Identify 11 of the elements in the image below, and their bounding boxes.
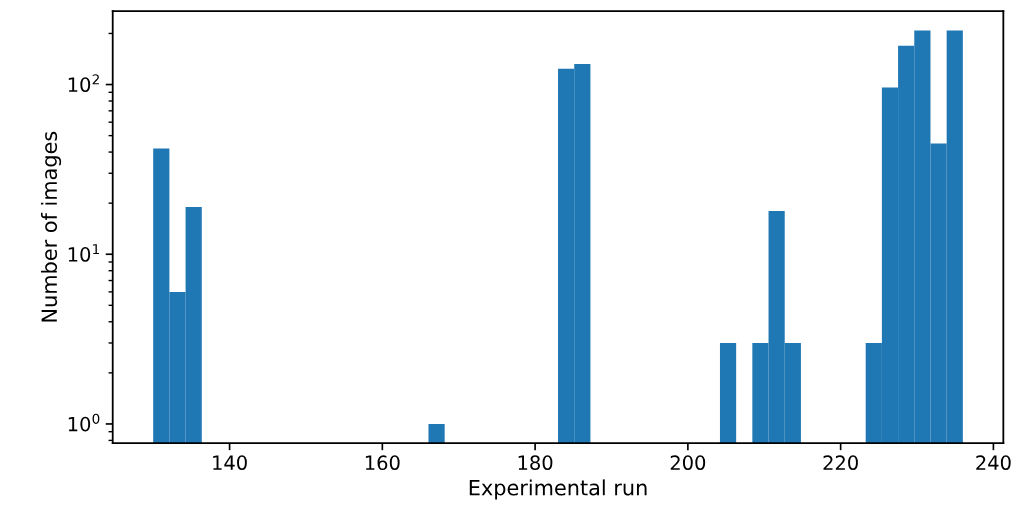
x-axis-title: Experimental run [469, 479, 647, 500]
y-tick-label: 10$^{0}$ [68, 413, 100, 432]
x-tick-label: 140 [213, 455, 247, 471]
y-axis-title: Number of images [40, 131, 62, 322]
y-tick-label: 10$^{1}$ [68, 244, 100, 262]
x-tick-label: 160 [365, 455, 400, 471]
x-tick-label: 200 [670, 455, 706, 471]
x-tick-label: 240 [976, 455, 1011, 471]
x-tick-label: 180 [518, 455, 553, 471]
y-tick-label: 10$^{2}$ [68, 74, 99, 93]
x-tick-label: 220 [823, 455, 858, 471]
